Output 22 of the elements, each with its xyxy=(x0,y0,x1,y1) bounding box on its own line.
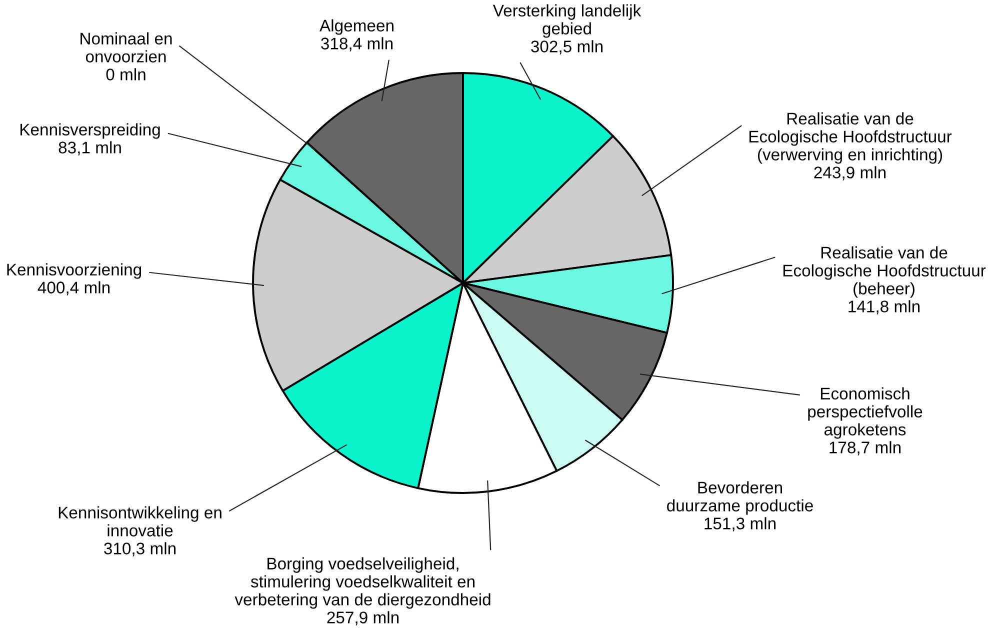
data-label: 178,7 mln xyxy=(830,441,901,456)
slice-label: Realisatie van de Ecologische Hoofdstructuur (beheer) xyxy=(783,246,986,298)
slice-label: Realisatie van de Ecologische Hoofdstructuur (verwerving en inrichting) xyxy=(749,112,952,164)
slice-label: Economisch perspectiefvolle agroketens xyxy=(808,387,922,439)
data-label: 310,3 mln xyxy=(104,542,176,556)
slice-label: Algemeen xyxy=(320,19,394,35)
data-label: 243,9 mln xyxy=(814,166,886,180)
slice-label: Versterking landelijk gebied xyxy=(492,4,642,38)
data-label: 318,4 mln xyxy=(321,37,393,52)
data-label: 302,5 mln xyxy=(531,40,603,54)
slice-label: Kennisontwikkeling en innovatie xyxy=(58,506,222,536)
data-label: 257,9 mln xyxy=(327,611,399,626)
data-label: 151,3 mln xyxy=(704,517,776,532)
slice-label: Kennisverspreiding xyxy=(20,123,160,139)
slice-label: Borging voedselveiligheid, stimulering voedselkwaliteit en verbetering van de diergezondheid xyxy=(234,557,490,609)
slice-label: Kennisvoorziening xyxy=(7,263,142,279)
data-label: 400,4 mln xyxy=(38,281,110,296)
data-label: 141,8 mln xyxy=(848,300,920,314)
slice-label: Bevorderen duurzame productie xyxy=(667,481,813,515)
category-label: Nominaal en onvoorzien xyxy=(80,32,172,62)
text: 0 mln xyxy=(106,68,146,80)
data-label: 83,1 mln xyxy=(58,141,121,156)
